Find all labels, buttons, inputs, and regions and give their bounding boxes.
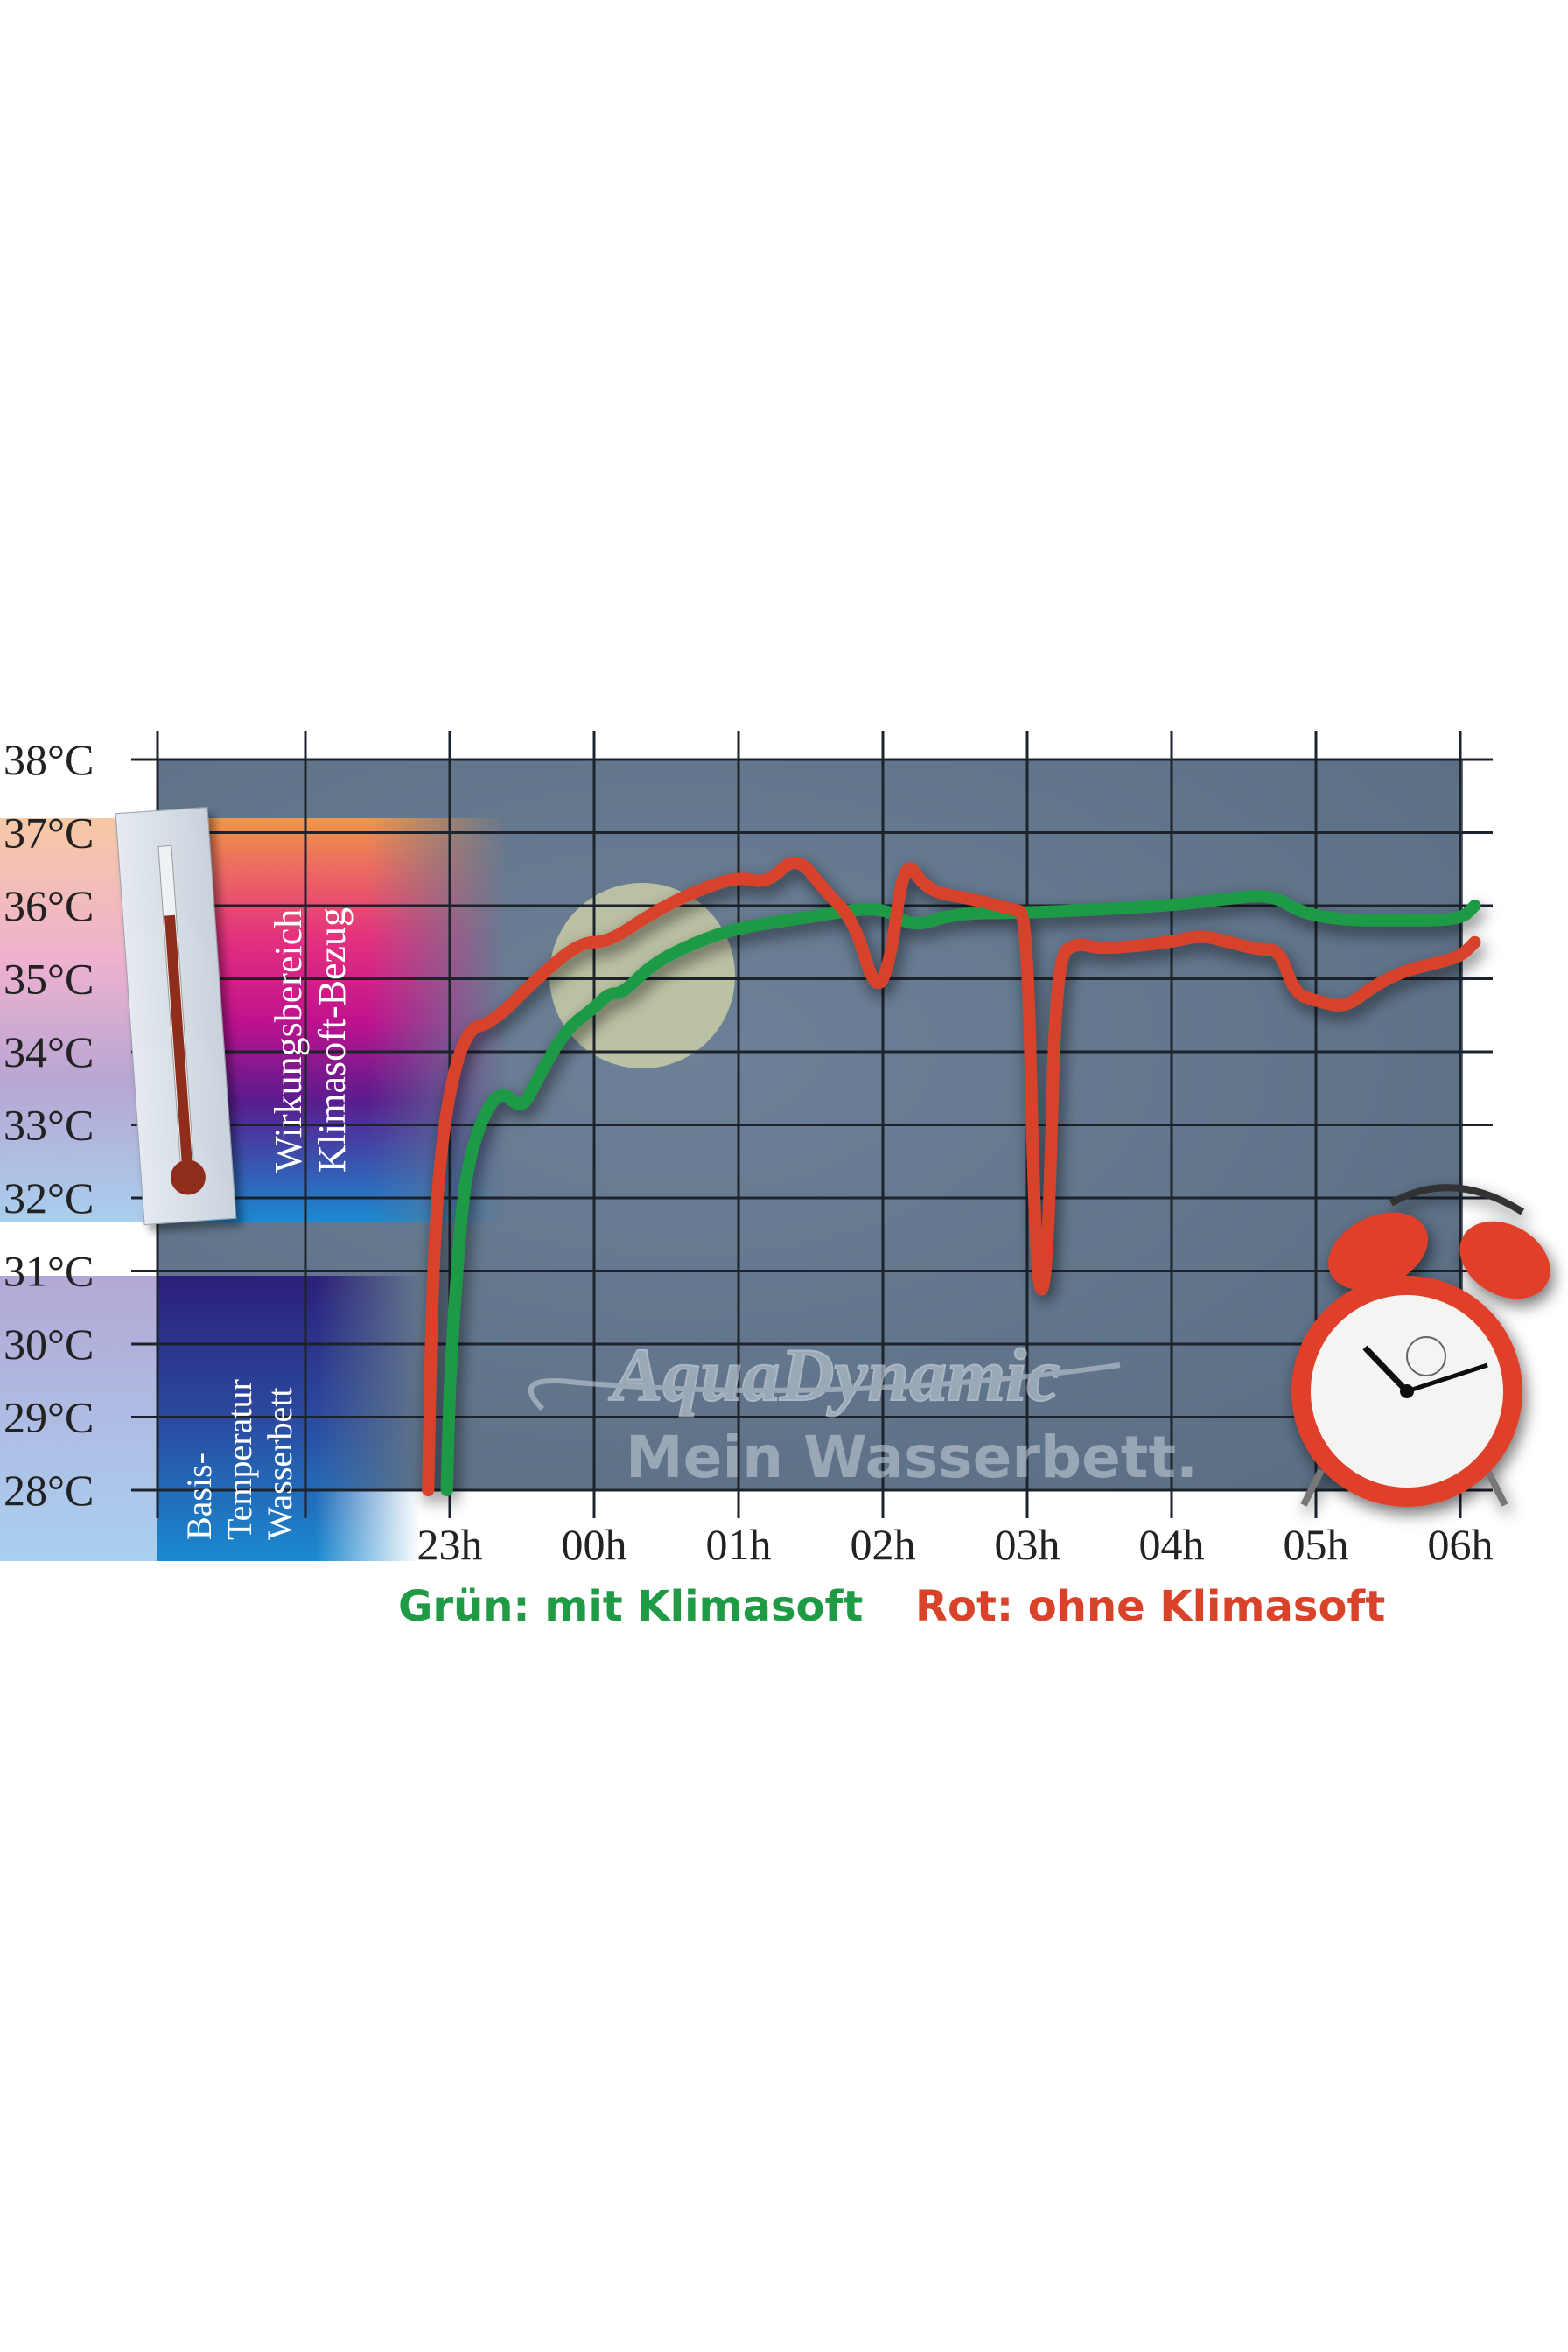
y-axis-labels: 38°C 37°C 36°C 35°C 34°C 33°C 32°C 31°C 30°C 29°C… (4, 735, 94, 1515)
x-tick-label: 02h (850, 1520, 916, 1569)
brand-logo: AquaDynamic Mein Wasserbett. (528, 1332, 1198, 1491)
base-range-line2: Temperatur (220, 1379, 259, 1540)
y-tick-label: 36°C (4, 881, 94, 930)
legend-red: Rot: ohne Klimasoft (915, 1582, 1386, 1631)
effect-range-line1: Wirkungsbereich (267, 908, 310, 1172)
y-tick-label: 28°C (4, 1466, 94, 1515)
svg-text:Mein Wasserbett.: Mein Wasserbett. (626, 1424, 1198, 1491)
base-range-line1: Basis- (179, 1452, 219, 1540)
y-tick-label: 33°C (4, 1101, 94, 1150)
y-tick-label: 30°C (4, 1320, 94, 1368)
y-tick-label: 37°C (4, 808, 94, 858)
svg-text:AquaDynamic: AquaDynamic (608, 1333, 1060, 1417)
series-lines (422, 856, 1481, 1496)
y-tick-label: 32°C (4, 1173, 94, 1222)
x-tick-label: 04h (1139, 1520, 1205, 1569)
series-line-red (422, 856, 1481, 1496)
y-tick-label: 31°C (4, 1247, 94, 1296)
x-tick-label: 06h (1428, 1520, 1494, 1569)
x-axis-labels: 23h 00h 01h 02h 03h 04h 05h 06h (417, 1520, 1494, 1569)
x-tick-label: 23h (417, 1520, 483, 1569)
y-tick-label: 29°C (4, 1393, 94, 1442)
x-tick-label: 00h (562, 1520, 627, 1569)
y-tick-label: 34°C (4, 1027, 94, 1076)
base-range-label: Basis- Temperatur Wasserbett (179, 1379, 300, 1540)
x-tick-label: 01h (706, 1520, 772, 1569)
base-range-line3: Wasserbett (260, 1387, 299, 1541)
y-tick-label: 38°C (4, 735, 94, 784)
legend-green: Grün: mit Klimasoft (398, 1582, 864, 1631)
alarm-clock-icon (1292, 1184, 1550, 1507)
effect-range-line2: Klimasoft-Bezug (311, 906, 354, 1172)
effect-range-label: Wirkungsbereich Klimasoft-Bezug (267, 907, 354, 1172)
x-tick-label: 03h (995, 1520, 1060, 1569)
x-tick-label: 05h (1284, 1520, 1349, 1569)
series-line-green (440, 890, 1481, 1496)
y-tick-label: 35°C (4, 955, 94, 1004)
